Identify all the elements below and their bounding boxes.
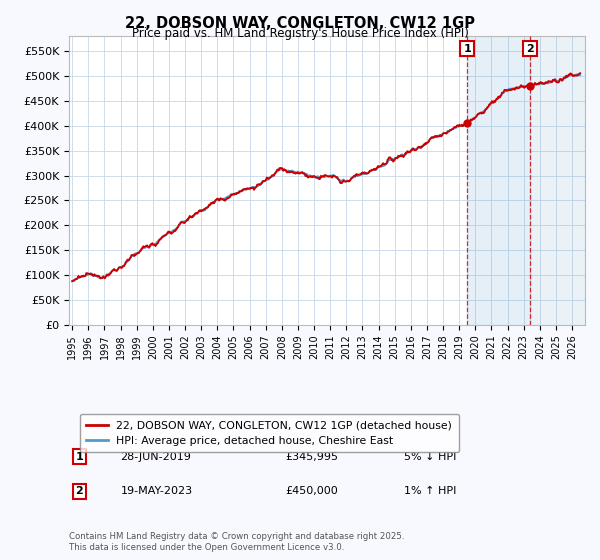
Text: 1% ↑ HPI: 1% ↑ HPI <box>404 486 457 496</box>
Bar <box>467 36 530 325</box>
Text: 19-MAY-2023: 19-MAY-2023 <box>121 486 193 496</box>
Text: 5% ↓ HPI: 5% ↓ HPI <box>404 452 457 461</box>
Text: Contains HM Land Registry data © Crown copyright and database right 2025.
This d: Contains HM Land Registry data © Crown c… <box>69 533 404 552</box>
Text: 22, DOBSON WAY, CONGLETON, CW12 1GP: 22, DOBSON WAY, CONGLETON, CW12 1GP <box>125 16 475 31</box>
Text: 2: 2 <box>526 44 534 54</box>
Bar <box>530 36 585 325</box>
Text: £345,995: £345,995 <box>286 452 339 461</box>
Text: 28-JUN-2019: 28-JUN-2019 <box>121 452 191 461</box>
Text: £450,000: £450,000 <box>286 486 338 496</box>
Text: 1: 1 <box>76 452 83 461</box>
Text: 2: 2 <box>76 486 83 496</box>
Text: Price paid vs. HM Land Registry's House Price Index (HPI): Price paid vs. HM Land Registry's House … <box>131 27 469 40</box>
Text: 1: 1 <box>463 44 471 54</box>
Legend: 22, DOBSON WAY, CONGLETON, CW12 1GP (detached house), HPI: Average price, detach: 22, DOBSON WAY, CONGLETON, CW12 1GP (det… <box>80 414 459 452</box>
